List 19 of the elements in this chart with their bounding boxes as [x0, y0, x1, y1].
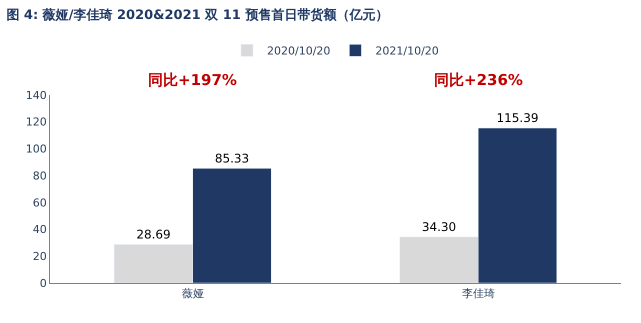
data-label: 28.69: [136, 227, 171, 242]
text: 同比+197%: [148, 71, 237, 89]
y-tick-label: 60: [32, 196, 47, 210]
y-tick-label: 80: [32, 169, 47, 182]
text: 同比+236%: [434, 71, 523, 89]
legend-label: 2021/10/20: [375, 44, 439, 58]
x-tick-label: 薇娅: [182, 287, 204, 300]
x-tick-label: 李佳琦: [462, 287, 495, 300]
data-label: 85.33: [214, 151, 250, 166]
y-tick-label: 140: [26, 88, 47, 102]
y-tick-label: 20: [32, 250, 47, 263]
data-label: 34.30: [422, 220, 456, 234]
y-tick-label: 40: [32, 223, 47, 236]
data-label: 115.39: [496, 111, 539, 126]
y-tick-label: 0: [40, 276, 47, 290]
chart-title: 图 4: 薇娅/李佳琦 2020&2021 双 11 预售首日带货额（亿元）: [6, 6, 388, 23]
y-tick-label: 100: [26, 142, 47, 156]
legend-label: 2020/10/20: [267, 44, 330, 58]
y-tick-label: 120: [26, 116, 47, 129]
